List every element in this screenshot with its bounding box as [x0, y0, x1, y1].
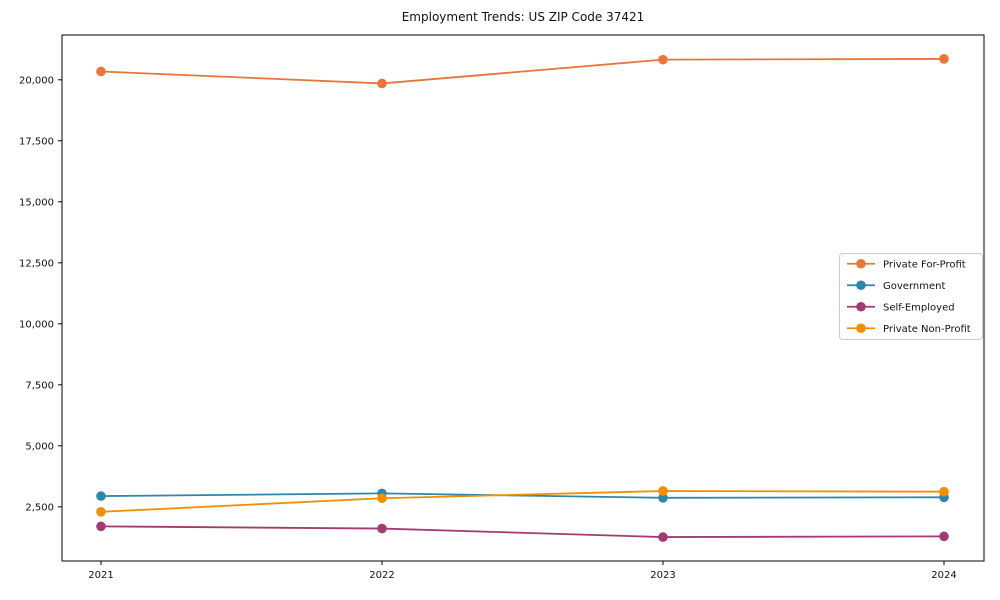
data-point-self-employed [658, 532, 668, 542]
data-point-private-for-profit [377, 78, 387, 89]
y-tick-label: 17,500 [19, 136, 54, 147]
series-line-private-non-profit [100, 490, 945, 513]
data-point-government [658, 492, 668, 503]
legend-label: Self-Employed [883, 302, 955, 313]
legend-entry-private-for-profit: Private For-Profit [847, 258, 966, 270]
y-tick-label: 20,000 [19, 75, 54, 86]
data-point-private-non-profit [658, 486, 668, 496]
legend-marker [856, 258, 866, 269]
legend-box [839, 253, 983, 340]
series-line-government [100, 492, 945, 499]
legend-entry-self-employed: Self-Employed [847, 301, 955, 313]
y-tick-label: 7,500 [25, 380, 54, 391]
legend: Private For-Profit Government Self-Employe… [839, 253, 983, 340]
legend-label: Government [883, 281, 945, 292]
x-tick-label: 2021 [88, 570, 113, 581]
y-tick-label: 15,000 [19, 197, 54, 208]
data-point-government [96, 491, 106, 501]
chart-title: Employment Trends: US ZIP Code 37421 [401, 10, 645, 24]
data-point-private-non-profit [96, 507, 106, 517]
data-point-private-non-profit [939, 486, 949, 497]
data-point-private-for-profit [96, 66, 106, 77]
plot-area [61, 34, 985, 562]
legend-label: Private Non-Profit [883, 324, 971, 335]
data-point-self-employed [939, 531, 949, 542]
data-point-private-non-profit [377, 493, 387, 504]
y-tick-label: 5,000 [25, 441, 54, 452]
x-tick-label: 2024 [931, 570, 956, 581]
y-tick-label: 2,500 [25, 502, 54, 513]
data-point-private-for-profit [658, 54, 668, 65]
legend-marker [856, 280, 866, 291]
series-line-private-for-profit [100, 58, 945, 85]
legend-marker [856, 323, 866, 334]
legend-entry-government: Government [847, 280, 945, 292]
series-line-self-employed [100, 525, 945, 538]
y-tick-label: 10,000 [19, 319, 54, 330]
legend-marker [856, 301, 866, 312]
y-tick-label: 12,500 [19, 258, 54, 269]
legend-entry-private-non-profit: Private Non-Profit [847, 323, 971, 335]
x-tick-label: 2023 [650, 570, 675, 581]
legend-label: Private For-Profit [883, 259, 966, 270]
data-point-private-for-profit [939, 54, 949, 64]
data-point-self-employed [96, 521, 106, 532]
data-point-self-employed [377, 523, 387, 534]
x-tick-label: 2022 [369, 570, 394, 581]
